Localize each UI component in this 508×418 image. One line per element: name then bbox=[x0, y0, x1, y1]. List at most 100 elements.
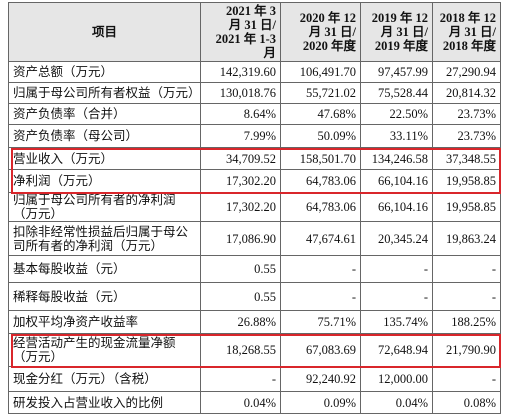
value-cell: 17,302.20 bbox=[200, 192, 281, 222]
header-cell: 2018 年 12 月 31 日/2018 年度 bbox=[432, 2, 501, 62]
header-line: 2020 年 12 bbox=[299, 11, 356, 25]
value-cell: 75.71% bbox=[280, 310, 361, 334]
value-cell: 23.73% bbox=[432, 103, 501, 125]
header-line: 月 31 日/ bbox=[380, 25, 428, 39]
value-cell: 0.55 bbox=[200, 282, 281, 311]
header-line: 2019 年 12 bbox=[371, 11, 428, 25]
value-cell: 97,457.99 bbox=[360, 61, 433, 83]
table-row: 归属于母公司所有者的净利润（万元） 17,302.20 64,783.06 66,10… bbox=[8, 192, 501, 222]
table-row: 资产负债率（合并） 8.64% 47.68% 22.50% 23.73% bbox=[8, 103, 501, 125]
value-cell: 26.88% bbox=[200, 310, 281, 334]
value-cell: 17,302.20 bbox=[200, 169, 281, 193]
table-row: 扣除非经常性损益后归属于母公司所有者的净利润（万元） 17,086.90 47,67… bbox=[8, 221, 501, 256]
value-cell: 67,083.69 bbox=[280, 333, 361, 367]
value-cell: 34,709.52 bbox=[200, 147, 281, 170]
value-cell: 64,783.06 bbox=[280, 169, 361, 193]
row-label: 资产负债率（合并） bbox=[8, 103, 201, 125]
row-label: 净利润（万元） bbox=[8, 169, 201, 193]
value-cell: 0.09% bbox=[280, 391, 361, 414]
value-cell: 142,319.60 bbox=[200, 61, 281, 83]
header-line: 2018 年度 bbox=[442, 39, 496, 53]
value-cell: - bbox=[432, 366, 501, 392]
value-cell: 18,268.55 bbox=[200, 333, 281, 367]
value-cell: 134,246.58 bbox=[360, 147, 433, 170]
value-cell: 64,783.06 bbox=[280, 192, 361, 222]
value-cell: 0.04% bbox=[200, 391, 281, 414]
value-cell: 21,790.90 bbox=[432, 333, 501, 367]
value-cell: 0.04% bbox=[360, 391, 433, 414]
value-cell: 92,240.92 bbox=[280, 366, 361, 392]
value-cell: 75,528.44 bbox=[360, 82, 433, 104]
row-label: 营业收入（万元） bbox=[8, 147, 201, 170]
header-line: 月 31 日/ bbox=[308, 25, 356, 39]
table-row: 现金分红（万元）（含税） -92,240.92 12,000.00- bbox=[8, 366, 501, 392]
table-row: 营业收入（万元） 34,709.52 158,501.70 134,246.58 37,… bbox=[8, 147, 501, 170]
value-cell: 66,104.16 bbox=[360, 192, 433, 222]
row-label: 资产总额（万元） bbox=[8, 61, 201, 83]
header-line: 2018 年 12 bbox=[439, 11, 496, 25]
value-cell: 50.09% bbox=[280, 124, 361, 148]
row-label: 稀释每股收益（元） bbox=[8, 282, 201, 311]
value-cell: 17,086.90 bbox=[200, 221, 281, 256]
value-cell: 19,958.85 bbox=[432, 192, 501, 222]
table-row: 归属于母公司所有者权益（万元） 130,018.76 55,721.02 75,528… bbox=[8, 82, 501, 104]
header-line: 项目 bbox=[91, 25, 117, 39]
value-cell: 0.55 bbox=[200, 255, 281, 283]
header-line: 2021 年 1-3 月 bbox=[215, 32, 276, 60]
header-line: 2020 年度 bbox=[302, 39, 356, 53]
value-cell: 22.50% bbox=[360, 103, 433, 125]
value-cell: 27,290.94 bbox=[432, 61, 501, 83]
row-label: 归属于母公司所有者的净利润（万元） bbox=[8, 192, 201, 222]
value-cell: 47.68% bbox=[280, 103, 361, 125]
table-row: 资产负债率（母公司） 7.99% 50.09% 33.11% 23.73% bbox=[8, 124, 501, 148]
value-cell: 188.25% bbox=[432, 310, 501, 334]
row-label: 加权平均净资产收益率 bbox=[8, 310, 201, 334]
value-cell: 47,674.61 bbox=[280, 221, 361, 256]
value-cell: 37,348.55 bbox=[432, 147, 501, 170]
value-cell: - bbox=[360, 282, 433, 311]
header-cell: 项目 bbox=[8, 2, 201, 62]
header-cell: 2019 年 12 月 31 日/2019 年度 bbox=[360, 2, 433, 62]
value-cell: - bbox=[432, 255, 501, 283]
value-cell: - bbox=[280, 255, 361, 283]
table-row: 资产总额（万元） 142,319.60 106,491.70 97,457.99 27,… bbox=[8, 61, 501, 83]
header-line: 2021 年 3 bbox=[225, 4, 276, 18]
table-row: 稀释每股收益（元） 0.55- - - bbox=[8, 282, 501, 311]
table-row: 加权平均净资产收益率 26.88% 75.71% 135.74% 188.25% bbox=[8, 310, 501, 334]
value-cell: 20,814.32 bbox=[432, 82, 501, 104]
header-line: 月 31 日/ bbox=[228, 18, 276, 32]
value-cell: 8.64% bbox=[200, 103, 281, 125]
value-cell: - bbox=[432, 282, 501, 311]
row-label: 资产负债率（母公司） bbox=[8, 124, 201, 148]
table-row: 净利润（万元） 17,302.20 64,783.06 66,104.16 19,958… bbox=[8, 169, 501, 193]
value-cell: 12,000.00 bbox=[360, 366, 433, 392]
value-cell: 19,863.24 bbox=[432, 221, 501, 256]
value-cell: - bbox=[200, 366, 281, 392]
value-cell: - bbox=[280, 282, 361, 311]
value-cell: 66,104.16 bbox=[360, 169, 433, 193]
table-row: 基本每股收益（元） 0.55- - - bbox=[8, 255, 501, 283]
row-label: 基本每股收益（元） bbox=[8, 255, 201, 283]
value-cell: 106,491.70 bbox=[280, 61, 361, 83]
value-cell: 130,018.76 bbox=[200, 82, 281, 104]
table-row: 研发投入占营业收入的比例 0.04% 0.09% 0.04% 0.08% bbox=[8, 391, 501, 414]
value-cell: 7.99% bbox=[200, 124, 281, 148]
value-cell: 23.73% bbox=[432, 124, 501, 148]
value-cell: - bbox=[360, 255, 433, 283]
header-line: 月 31 日/ bbox=[448, 25, 496, 39]
value-cell: 72,648.94 bbox=[360, 333, 433, 367]
header-line: 2019 年度 bbox=[374, 39, 428, 53]
value-cell: 33.11% bbox=[360, 124, 433, 148]
header-cell: 2020 年 12 月 31 日/2020 年度 bbox=[280, 2, 361, 62]
row-label: 经营活动产生的现金流量净额（万元） bbox=[8, 333, 201, 367]
value-cell: 0.08% bbox=[432, 391, 501, 414]
row-label: 研发投入占营业收入的比例 bbox=[8, 391, 201, 414]
row-label: 归属于母公司所有者权益（万元） bbox=[8, 82, 201, 104]
value-cell: 158,501.70 bbox=[280, 147, 361, 170]
value-cell: 20,345.24 bbox=[360, 221, 433, 256]
row-label: 现金分红（万元）（含税） bbox=[8, 366, 201, 392]
